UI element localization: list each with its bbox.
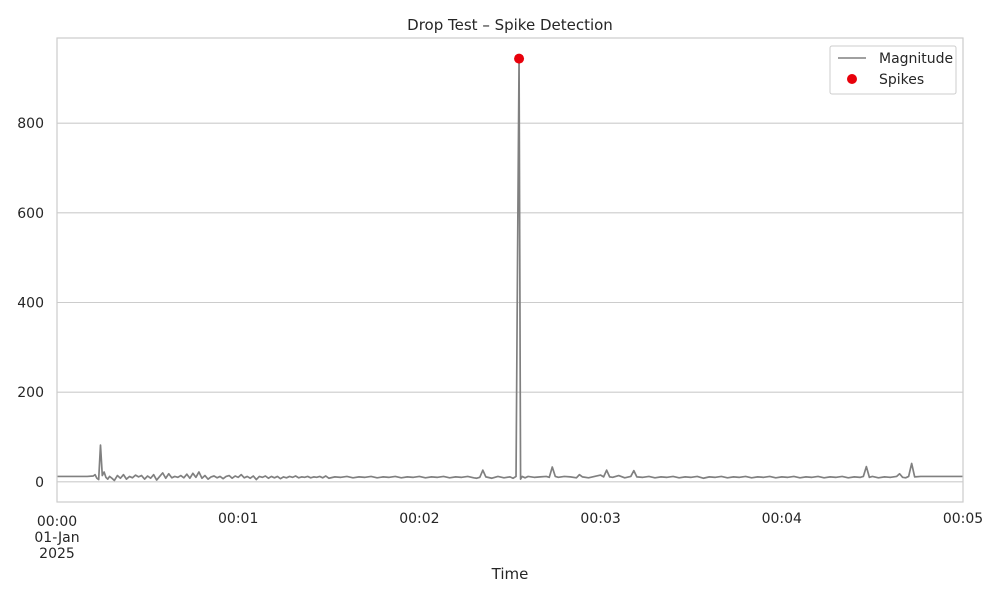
x-tick-label-4: 00:04 (762, 511, 802, 527)
x-axis-ticks: 00:00 01-Jan 2025 00:01 00:02 00:03 00:04 00:05 (34, 511, 983, 562)
y-axis-ticks: 0 200 400 600 800 (17, 116, 44, 491)
x-axis-label: Time (491, 565, 529, 583)
magnitude-line (57, 57, 963, 482)
y-tick-label-0: 0 (35, 475, 44, 491)
legend-spike-marker-icon (847, 74, 857, 84)
grid-lines (57, 122, 963, 483)
x-tick-label-2: 00:02 (399, 511, 439, 527)
chart-title: Drop Test – Spike Detection (407, 16, 613, 34)
legend-spikes-label: Spikes (879, 72, 924, 88)
legend-magnitude-label: Magnitude (879, 51, 953, 67)
spike-marker-0 (514, 53, 525, 64)
series-layer (57, 53, 963, 482)
x-tick-label-1: 00:01 (218, 511, 258, 527)
plot-frame (56, 37, 964, 503)
legend: Magnitude Spikes (829, 45, 957, 95)
x-tick-label-3: 00:03 (580, 511, 620, 527)
x-tick-label-5: 00:05 (943, 511, 983, 527)
y-tick-label-200: 200 (17, 385, 44, 401)
y-tick-label-800: 800 (17, 116, 44, 132)
y-tick-label-400: 400 (17, 296, 44, 312)
y-tick-label-600: 600 (17, 206, 44, 222)
x-tick-label-0: 00:00 01-Jan 2025 (34, 514, 79, 562)
